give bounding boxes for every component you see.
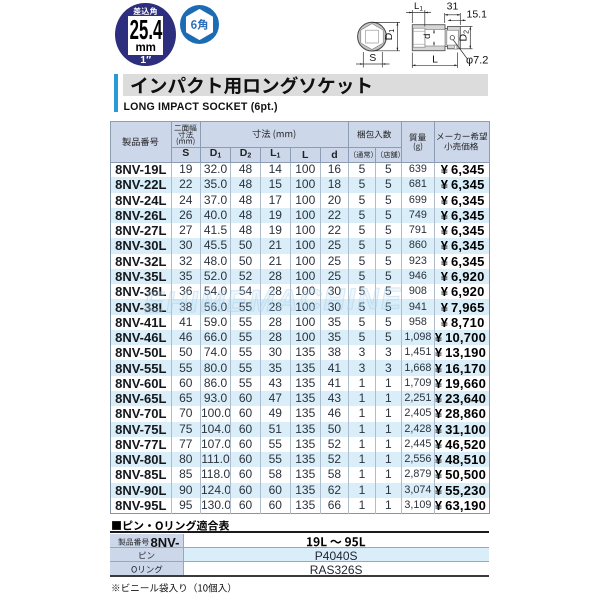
svg-text:S: S [369,52,376,64]
svg-text:φ7.2: φ7.2 [466,55,488,67]
svg-text:D1: D1 [383,29,396,41]
svg-text:31: 31 [447,1,459,13]
svg-text:EHIMEMACHINE: EHIMEMACHINE [144,282,404,320]
svg-text:L: L [432,53,438,65]
svg-text:15.1: 15.1 [467,9,488,21]
svg-text:L1: L1 [414,1,423,13]
svg-text:D2: D2 [458,30,471,42]
svg-text:d: d [422,34,433,39]
